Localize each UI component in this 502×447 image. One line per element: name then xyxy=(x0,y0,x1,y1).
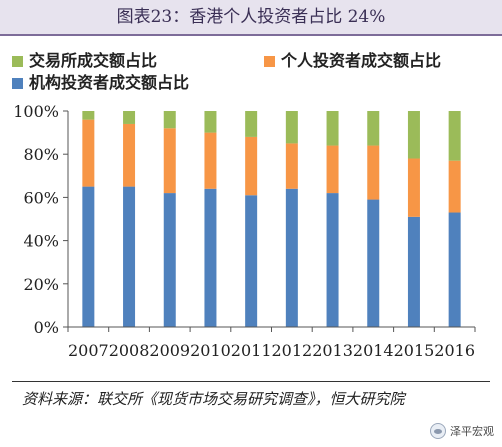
x-tick-label-2008: 2008 xyxy=(109,341,150,360)
source-divider xyxy=(12,381,490,382)
watermark-text: 泽平宏观 xyxy=(450,425,494,438)
bar-2011-series-1 xyxy=(245,136,258,196)
x-tick-label-2015: 2015 xyxy=(394,341,435,360)
bar-2012-series-0 xyxy=(285,188,298,327)
source-note: 资料来源：联交所《现货市场交易研究调查》，恒大研究院 xyxy=(22,390,405,408)
bar-2008-series-2 xyxy=(123,111,136,124)
bar-2009-series-1 xyxy=(163,128,176,194)
y-tick-label-3: 60% xyxy=(23,188,59,207)
bar-2011-series-0 xyxy=(245,195,258,327)
stacked-bar-chart: 机构投资者成交额占比 个人投资者成交额占比 交易所成交额占比 0% 20% 40% 60%… xyxy=(12,51,476,360)
legend: 机构投资者成交额占比 个人投资者成交额占比 交易所成交额占比 xyxy=(12,51,441,92)
y-axis: 0% 20% 40% 60% 80% 100% xyxy=(13,102,69,337)
bar-2014-series-1 xyxy=(367,145,380,200)
bar-2008-series-0 xyxy=(123,186,136,327)
bar-2016-series-2 xyxy=(448,111,461,161)
legend-label-1: 个人投资者成交额占比 xyxy=(280,51,441,70)
bar-2008-series-1 xyxy=(123,123,136,187)
bar-2010-series-1 xyxy=(204,132,217,189)
bar-2011-series-2 xyxy=(245,111,258,137)
legend-swatch-2 xyxy=(12,56,23,67)
y-tick-label-2: 40% xyxy=(23,232,59,251)
bar-2014-series-0 xyxy=(367,199,380,327)
y-tick-label-4: 80% xyxy=(23,145,59,164)
bar-2009-series-0 xyxy=(163,193,176,327)
x-tick-label-2009: 2009 xyxy=(149,341,190,360)
bar-2012-series-1 xyxy=(285,143,298,189)
wechat-logo-icon xyxy=(430,423,446,439)
bar-2013-series-2 xyxy=(326,111,339,146)
plot-area xyxy=(82,111,461,327)
bar-2010-series-0 xyxy=(204,188,217,327)
bar-2016-series-1 xyxy=(448,160,461,213)
watermark: 泽平宏观 xyxy=(430,421,494,441)
x-tick-label-2014: 2014 xyxy=(353,341,394,360)
bar-2013-series-0 xyxy=(326,193,339,327)
y-tick-label-0: 0% xyxy=(34,318,59,337)
legend-label-0: 机构投资者成交额占比 xyxy=(29,73,189,92)
bar-2016-series-0 xyxy=(448,212,461,327)
legend-swatch-1 xyxy=(264,56,275,67)
bar-2013-series-1 xyxy=(326,145,339,194)
x-axis: 2007 2008 2009 2010 2011 2012 2013 2014 2015 2016 xyxy=(67,326,476,360)
bar-2014-series-2 xyxy=(367,111,380,146)
bar-2015-series-2 xyxy=(407,111,420,159)
x-tick-label-2010: 2010 xyxy=(190,341,231,360)
x-tick-label-2007: 2007 xyxy=(68,341,109,360)
y-tick-label-5: 100% xyxy=(13,102,59,121)
legend-swatch-0 xyxy=(12,78,23,89)
bar-2012-series-2 xyxy=(285,111,298,144)
bar-2015-series-0 xyxy=(407,216,420,327)
bar-2007-series-1 xyxy=(82,119,95,187)
bar-2010-series-2 xyxy=(204,111,217,133)
y-tick-label-1: 20% xyxy=(23,275,59,294)
legend-label-2: 交易所成交额占比 xyxy=(29,51,157,70)
bar-2015-series-1 xyxy=(407,158,420,217)
x-tick-label-2016: 2016 xyxy=(434,341,475,360)
title-bar: 图表23：香港个人投资者占比 24% xyxy=(0,0,502,36)
bar-2009-series-2 xyxy=(163,111,176,129)
bar-2007-series-2 xyxy=(82,111,95,120)
bar-2007-series-0 xyxy=(82,186,95,327)
x-tick-label-2011: 2011 xyxy=(231,341,272,360)
x-tick-label-2012: 2012 xyxy=(271,341,312,360)
chart-title: 图表23：香港个人投资者占比 24% xyxy=(116,7,386,27)
x-tick-label-2013: 2013 xyxy=(312,341,353,360)
